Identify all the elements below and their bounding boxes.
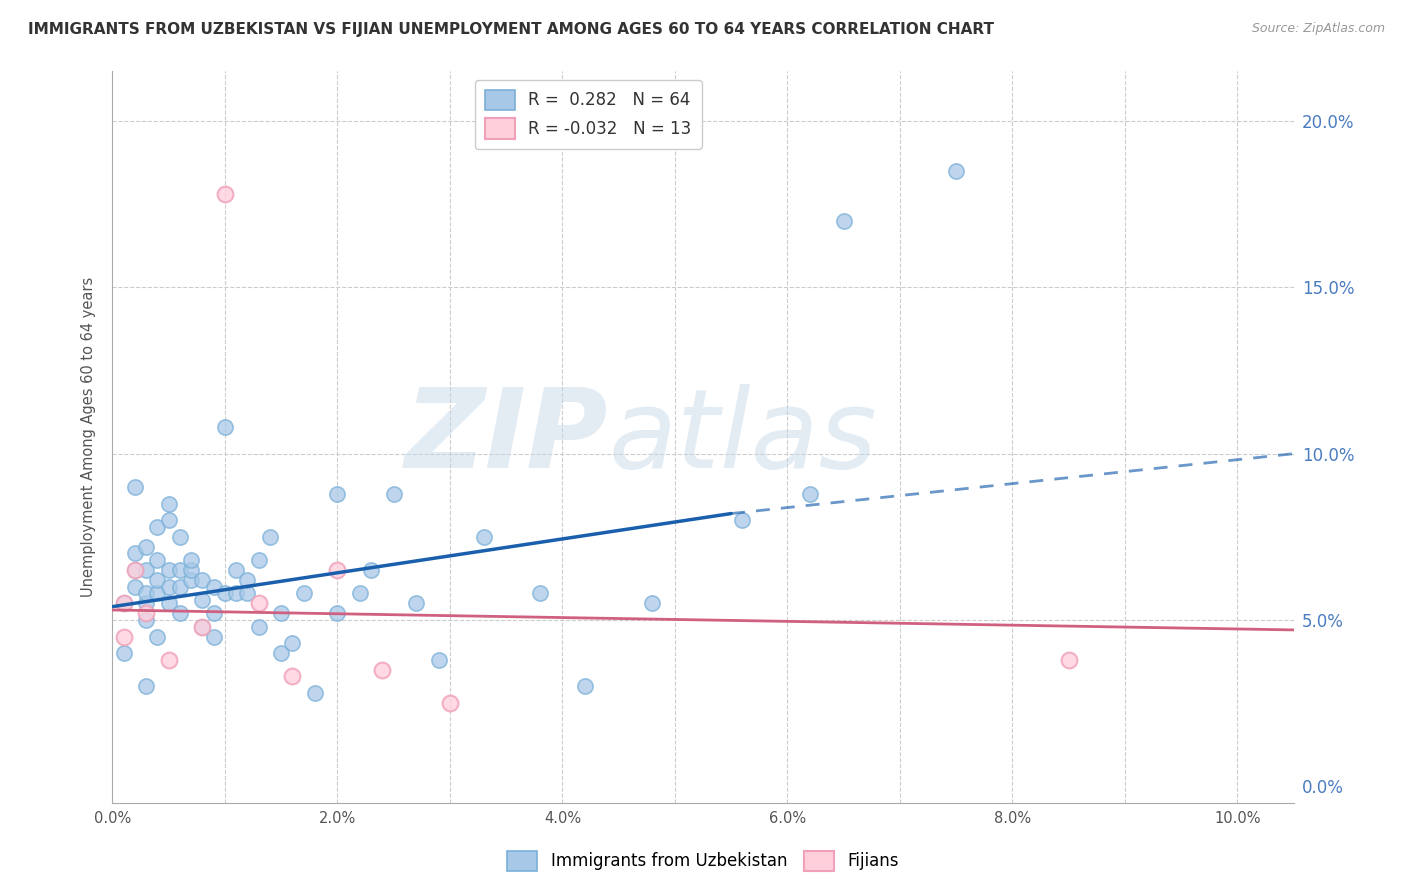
Point xyxy=(202,630,225,644)
Point xyxy=(326,486,349,500)
Point xyxy=(180,573,202,587)
Point xyxy=(146,573,169,587)
Point xyxy=(326,563,349,577)
Text: ZIP: ZIP xyxy=(405,384,609,491)
Point xyxy=(157,563,180,577)
Point xyxy=(146,520,169,534)
Point xyxy=(202,580,225,594)
Point xyxy=(641,596,664,610)
Y-axis label: Unemployment Among Ages 60 to 64 years: Unemployment Among Ages 60 to 64 years xyxy=(80,277,96,598)
Legend: R =  0.282   N = 64, R = -0.032   N = 13: R = 0.282 N = 64, R = -0.032 N = 13 xyxy=(475,79,702,149)
Text: atlas: atlas xyxy=(609,384,877,491)
Point xyxy=(360,563,382,577)
Text: Source: ZipAtlas.com: Source: ZipAtlas.com xyxy=(1251,22,1385,36)
Point xyxy=(191,593,214,607)
Text: IMMIGRANTS FROM UZBEKISTAN VS FIJIAN UNEMPLOYMENT AMONG AGES 60 TO 64 YEARS CORR: IMMIGRANTS FROM UZBEKISTAN VS FIJIAN UNE… xyxy=(28,22,994,37)
Point xyxy=(180,563,202,577)
Point xyxy=(236,573,259,587)
Point xyxy=(112,646,135,660)
Point xyxy=(146,630,169,644)
Point xyxy=(247,619,270,633)
Point xyxy=(529,586,551,600)
Point xyxy=(439,696,461,710)
Point xyxy=(1057,653,1080,667)
Point xyxy=(191,619,214,633)
Point xyxy=(157,497,180,511)
Point xyxy=(349,586,371,600)
Point xyxy=(157,653,180,667)
Point xyxy=(225,563,247,577)
Point xyxy=(124,580,146,594)
Point xyxy=(124,480,146,494)
Point xyxy=(281,636,304,650)
Point xyxy=(112,630,135,644)
Point xyxy=(146,586,169,600)
Point xyxy=(124,563,146,577)
Point xyxy=(304,686,326,700)
Point xyxy=(169,580,191,594)
Point xyxy=(371,663,394,677)
Point xyxy=(236,586,259,600)
Point xyxy=(247,596,270,610)
Point xyxy=(214,586,236,600)
Point xyxy=(799,486,821,500)
Point xyxy=(472,530,495,544)
Point xyxy=(169,530,191,544)
Point xyxy=(945,164,967,178)
Point xyxy=(574,680,596,694)
Point xyxy=(382,486,405,500)
Point xyxy=(112,596,135,610)
Point xyxy=(214,187,236,202)
Point xyxy=(731,513,754,527)
Point xyxy=(157,513,180,527)
Point xyxy=(225,586,247,600)
Point xyxy=(112,596,135,610)
Point xyxy=(191,619,214,633)
Point xyxy=(135,607,157,621)
Point xyxy=(247,553,270,567)
Point xyxy=(326,607,349,621)
Point xyxy=(135,586,157,600)
Point xyxy=(157,596,180,610)
Point xyxy=(169,607,191,621)
Point xyxy=(135,540,157,554)
Point xyxy=(832,214,855,228)
Point xyxy=(292,586,315,600)
Point xyxy=(405,596,427,610)
Point xyxy=(135,680,157,694)
Point xyxy=(169,563,191,577)
Point xyxy=(135,563,157,577)
Point xyxy=(270,607,292,621)
Point xyxy=(124,546,146,560)
Point xyxy=(214,420,236,434)
Point xyxy=(180,553,202,567)
Point xyxy=(281,669,304,683)
Point xyxy=(135,596,157,610)
Point xyxy=(202,607,225,621)
Legend: Immigrants from Uzbekistan, Fijians: Immigrants from Uzbekistan, Fijians xyxy=(499,842,907,880)
Point xyxy=(259,530,281,544)
Point xyxy=(135,613,157,627)
Point xyxy=(124,563,146,577)
Point xyxy=(270,646,292,660)
Point xyxy=(427,653,450,667)
Point xyxy=(157,580,180,594)
Point xyxy=(191,573,214,587)
Point xyxy=(146,553,169,567)
